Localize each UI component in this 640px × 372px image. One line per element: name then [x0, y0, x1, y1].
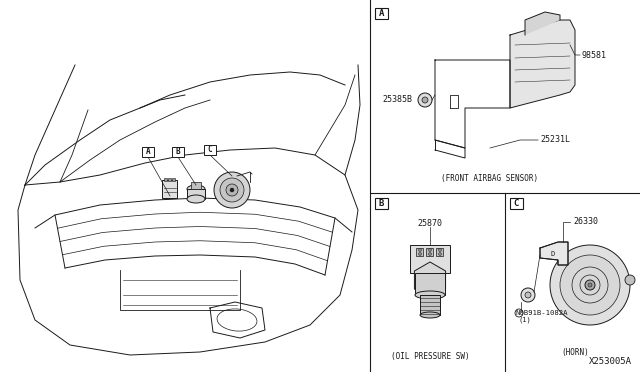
- Polygon shape: [525, 12, 560, 35]
- Polygon shape: [415, 262, 445, 298]
- Circle shape: [438, 253, 442, 256]
- Circle shape: [550, 245, 630, 325]
- Circle shape: [588, 283, 592, 287]
- Text: A: A: [146, 148, 150, 157]
- Text: N0B91B-1082A: N0B91B-1082A: [516, 310, 568, 316]
- Circle shape: [438, 248, 442, 251]
- Circle shape: [214, 172, 250, 208]
- Text: B: B: [379, 199, 384, 208]
- Text: 26330: 26330: [573, 218, 598, 227]
- Bar: [375, 8, 388, 19]
- Bar: [420, 295, 440, 315]
- Bar: [416, 248, 423, 256]
- Circle shape: [429, 248, 431, 251]
- Bar: [375, 198, 388, 209]
- Circle shape: [525, 292, 531, 298]
- Text: D: D: [551, 251, 555, 257]
- Bar: [410, 245, 450, 273]
- Text: 98581: 98581: [582, 51, 607, 60]
- Circle shape: [419, 248, 422, 251]
- Polygon shape: [540, 242, 568, 265]
- Text: C: C: [514, 199, 519, 208]
- Circle shape: [572, 267, 608, 303]
- Text: (1): (1): [519, 317, 532, 323]
- Text: 25870: 25870: [417, 218, 442, 228]
- Bar: [436, 248, 443, 256]
- Bar: [168, 178, 171, 181]
- Text: C: C: [208, 145, 212, 154]
- Polygon shape: [510, 20, 575, 108]
- Bar: [426, 248, 433, 256]
- Ellipse shape: [420, 312, 440, 318]
- Bar: [162, 180, 177, 198]
- Ellipse shape: [415, 291, 445, 299]
- Bar: [172, 147, 184, 157]
- Bar: [204, 145, 216, 155]
- Text: (HORN): (HORN): [561, 347, 589, 356]
- Circle shape: [230, 188, 234, 192]
- Text: (OIL PRESSURE SW): (OIL PRESSURE SW): [390, 353, 469, 362]
- Circle shape: [585, 280, 595, 290]
- Text: X253005A: X253005A: [589, 357, 632, 366]
- Circle shape: [625, 275, 635, 285]
- Circle shape: [429, 253, 431, 256]
- Circle shape: [220, 178, 244, 202]
- Bar: [142, 147, 154, 157]
- Text: A: A: [379, 9, 384, 18]
- Circle shape: [560, 255, 620, 315]
- Circle shape: [521, 288, 535, 302]
- Bar: [191, 182, 201, 189]
- Circle shape: [226, 184, 238, 196]
- Bar: [415, 273, 445, 295]
- Text: B: B: [176, 148, 180, 157]
- Bar: [172, 178, 175, 181]
- Text: 25385B: 25385B: [382, 96, 412, 105]
- Text: 25231L: 25231L: [540, 135, 570, 144]
- Ellipse shape: [187, 185, 205, 193]
- Bar: [164, 178, 167, 181]
- Bar: [510, 198, 523, 209]
- Circle shape: [580, 275, 600, 295]
- Circle shape: [422, 97, 428, 103]
- Ellipse shape: [187, 195, 205, 203]
- Bar: [187, 189, 205, 199]
- Circle shape: [419, 253, 422, 256]
- Circle shape: [418, 93, 432, 107]
- Text: (FRONT AIRBAG SENSOR): (FRONT AIRBAG SENSOR): [442, 173, 539, 183]
